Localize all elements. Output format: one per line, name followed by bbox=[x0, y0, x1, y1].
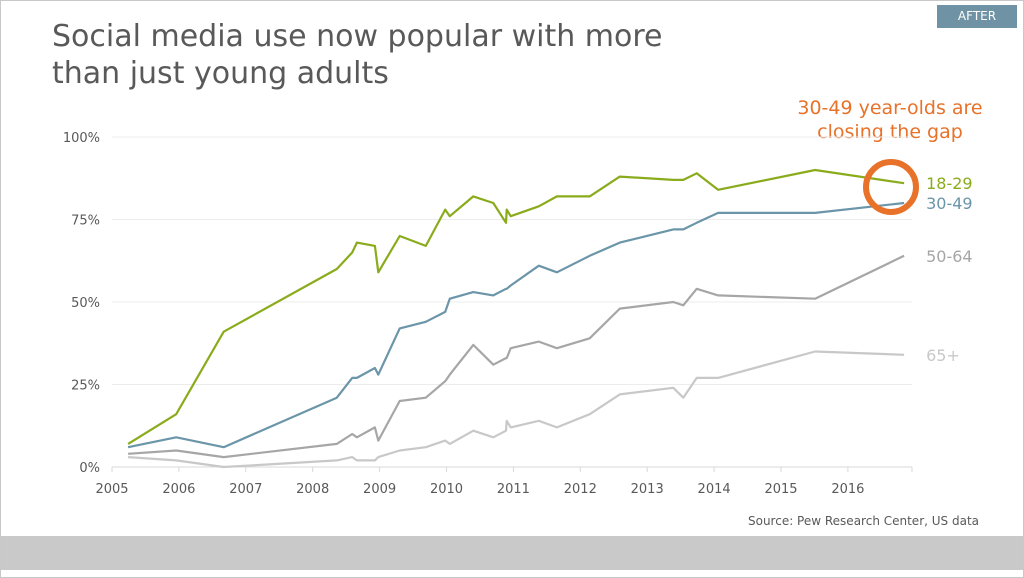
series-label-65+: 65+ bbox=[926, 346, 960, 365]
y-tick-label: 75% bbox=[71, 214, 100, 229]
series-line-30-49 bbox=[127, 201, 905, 449]
x-tick-label: 2010 bbox=[430, 482, 463, 497]
source-note: Source: Pew Research Center, US data bbox=[747, 514, 979, 528]
x-tick-label: 2009 bbox=[363, 482, 396, 497]
series-line-65+ bbox=[128, 350, 905, 469]
series-line-50-64 bbox=[128, 254, 905, 459]
series-line-18-29 bbox=[127, 168, 905, 445]
x-tick-label: 2005 bbox=[95, 482, 128, 497]
chart-title: Social media use now popular with more t… bbox=[52, 19, 663, 91]
y-tick-label: 0% bbox=[79, 461, 100, 476]
x-tick-label: 2008 bbox=[296, 482, 329, 497]
y-tick-label: 100% bbox=[63, 131, 100, 146]
x-tick-label: 2011 bbox=[497, 482, 530, 497]
x-tick-label: 2014 bbox=[698, 482, 731, 497]
annotation-line-1: 30-49 year-olds are bbox=[797, 97, 983, 119]
x-tick-label: 2007 bbox=[229, 482, 262, 497]
after-badge: AFTER bbox=[937, 5, 1017, 28]
x-tick-label: 2013 bbox=[631, 482, 664, 497]
series-label-50-64: 50-64 bbox=[926, 247, 973, 266]
y-tick-label: 25% bbox=[71, 379, 100, 394]
y-tick-label: 50% bbox=[71, 296, 100, 311]
x-tick-label: 2006 bbox=[162, 482, 195, 497]
series-label-30-49: 30-49 bbox=[926, 194, 973, 213]
highlight-circle bbox=[863, 159, 919, 215]
slide-footer-bar bbox=[1, 536, 1023, 570]
x-tick-label: 2016 bbox=[831, 482, 864, 497]
x-tick-label: 2015 bbox=[764, 482, 797, 497]
x-tick-label: 2012 bbox=[564, 482, 597, 497]
series-label-18-29: 18-29 bbox=[926, 174, 973, 193]
